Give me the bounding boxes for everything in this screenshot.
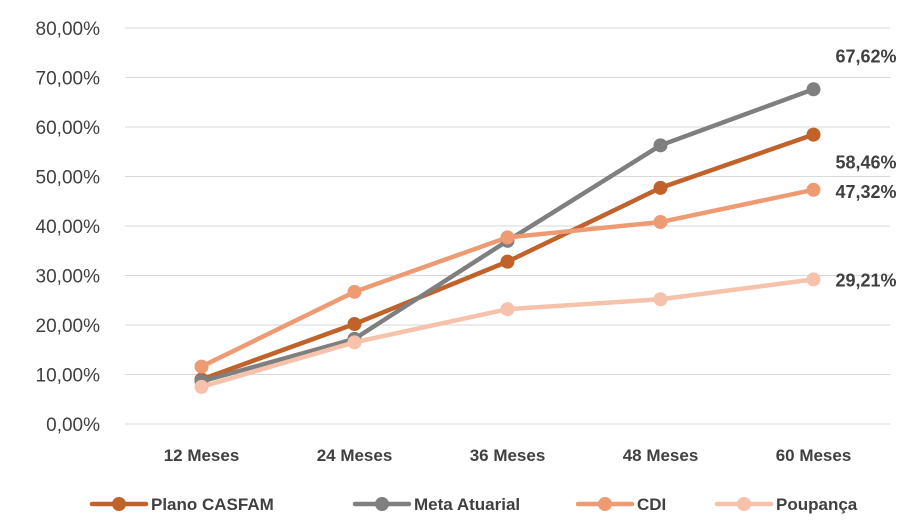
data-point — [347, 284, 362, 299]
legend-label: Meta Atuarial — [414, 495, 520, 514]
series-lines — [194, 82, 821, 394]
legend-item: Plano CASFAM — [89, 495, 274, 514]
y-tick-label: 80,00% — [36, 19, 101, 40]
y-tick-label: 10,00% — [36, 366, 101, 387]
y-axis-ticks: 0,00% 10,00% 20,00% 30,00% 40,00% 50,00% 60,00… — [36, 19, 101, 436]
data-point — [806, 127, 821, 142]
legend-item: Meta Atuarial — [352, 495, 520, 514]
legend-swatch-marker — [112, 497, 126, 511]
series-line — [199, 277, 816, 390]
y-tick-label: 40,00% — [36, 217, 101, 238]
legend: Plano CASFAM Meta Atuarial CDI Poupança — [89, 495, 858, 514]
y-tick-label: 70,00% — [36, 69, 101, 90]
legend-item: Poupança — [714, 495, 858, 514]
data-point — [347, 335, 362, 350]
data-point — [194, 359, 209, 374]
series-line — [199, 187, 816, 369]
x-tick-label: 12 Meses — [164, 446, 240, 465]
gridlines — [125, 27, 890, 425]
data-label: 67,62% — [836, 46, 897, 66]
data-point — [806, 272, 821, 287]
x-tick-label: 60 Meses — [776, 446, 852, 465]
y-tick-label: 50,00% — [36, 168, 101, 189]
data-point — [653, 138, 668, 153]
legend-label: CDI — [637, 495, 666, 514]
x-tick-label: 36 Meses — [470, 446, 546, 465]
legend-swatch-marker — [375, 497, 389, 511]
data-point — [806, 82, 821, 97]
x-tick-label: 24 Meses — [317, 446, 393, 465]
data-point — [806, 182, 821, 197]
data-label: 58,46% — [836, 153, 897, 173]
series-group — [194, 127, 821, 387]
data-point — [500, 230, 515, 245]
y-tick-label: 0,00% — [46, 415, 100, 436]
data-label: 29,21% — [836, 270, 897, 290]
legend-label: Plano CASFAM — [151, 495, 274, 514]
data-labels: 58,46% 67,62% 47,32% 29,21% — [836, 46, 897, 290]
data-point — [194, 379, 209, 394]
data-point — [653, 180, 668, 195]
y-tick-label: 30,00% — [36, 267, 101, 288]
x-tick-label: 48 Meses — [623, 446, 699, 465]
y-tick-label: 20,00% — [36, 316, 101, 337]
legend-swatch-marker — [737, 497, 751, 511]
legend-swatch-marker — [598, 497, 612, 511]
data-label: 47,32% — [836, 182, 897, 202]
data-point — [653, 215, 668, 230]
data-point — [500, 302, 515, 317]
y-tick-label: 60,00% — [36, 118, 101, 139]
data-point — [347, 317, 362, 332]
x-axis-ticks: 12 Meses 24 Meses 36 Meses 48 Meses 60 Meses — [164, 446, 852, 465]
series-group — [194, 182, 821, 374]
data-point — [500, 254, 515, 269]
legend-item: CDI — [575, 495, 666, 514]
series-group — [194, 272, 821, 394]
legend-label: Poupança — [776, 495, 858, 514]
data-point — [653, 292, 668, 307]
